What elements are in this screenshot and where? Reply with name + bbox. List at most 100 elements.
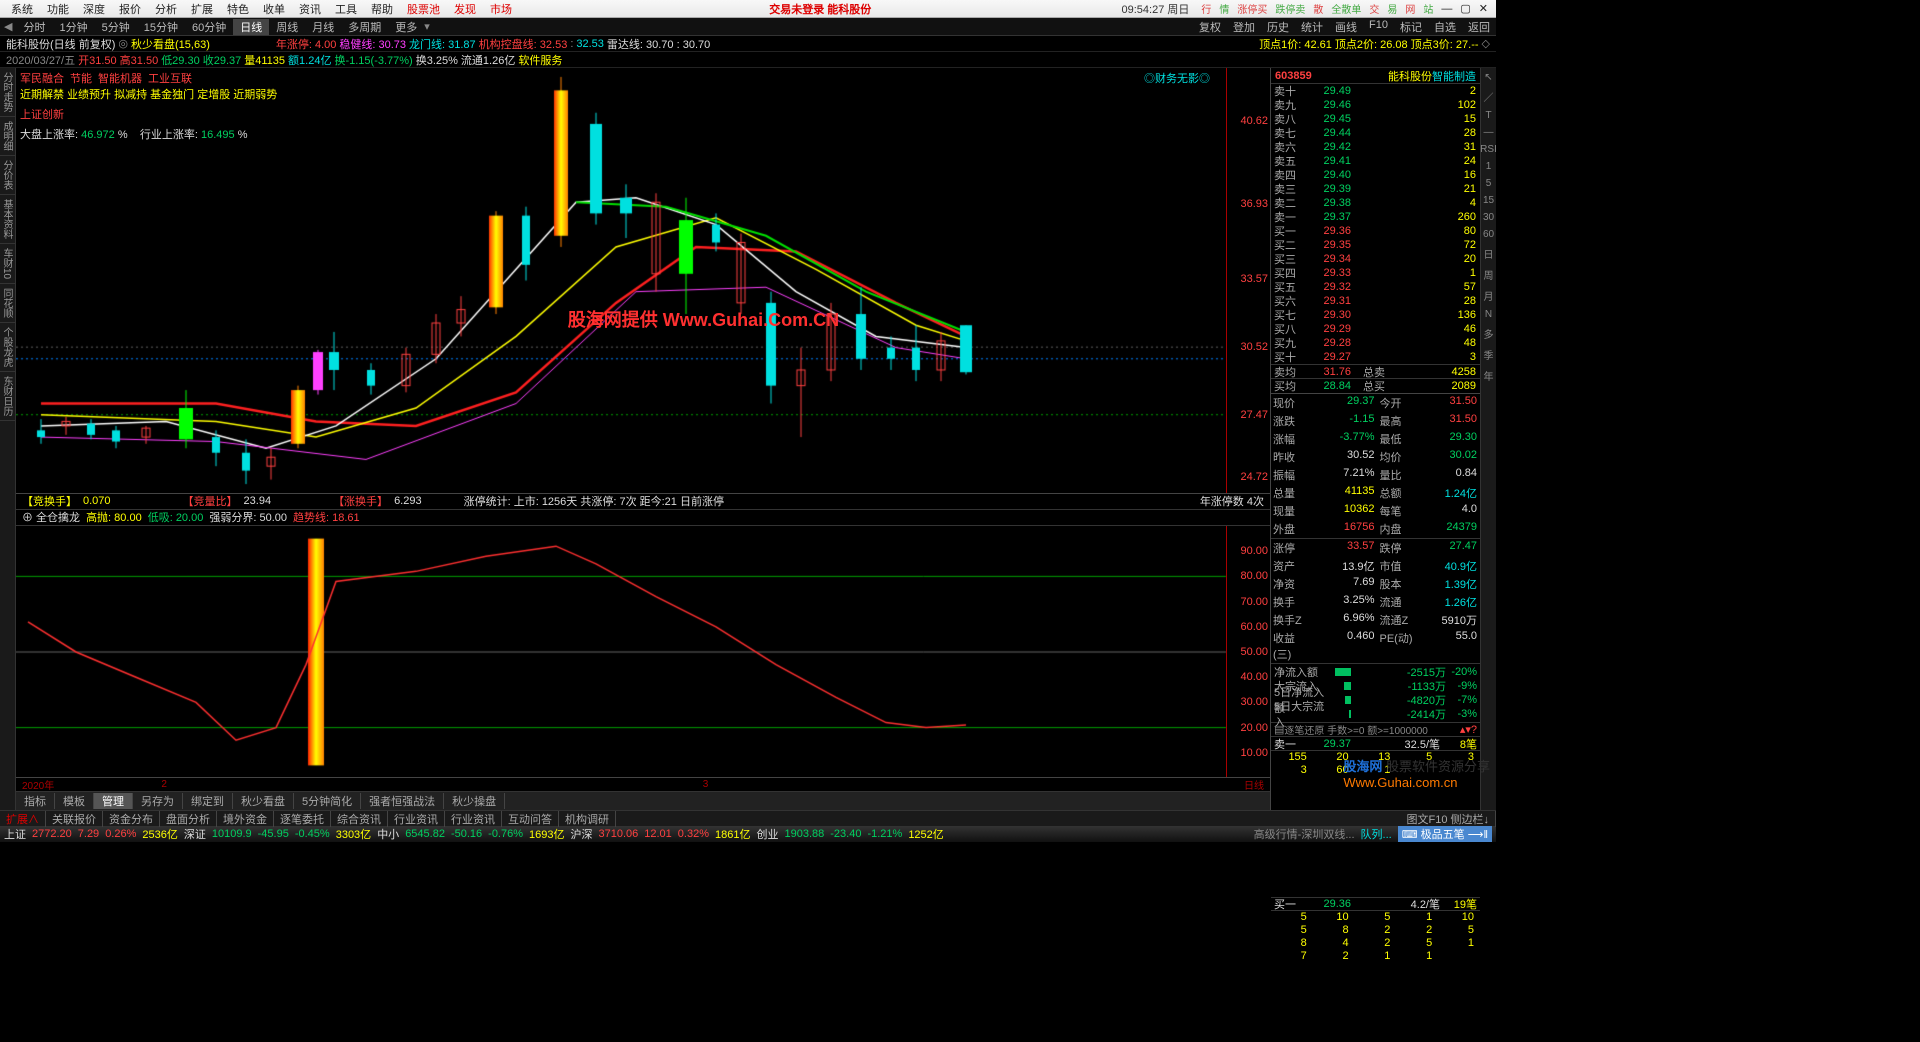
ask-row[interactable]: 卖八29.4515: [1271, 112, 1480, 126]
close-icon[interactable]: ✕: [1475, 2, 1492, 15]
topbtn-行[interactable]: 行: [1197, 1, 1215, 16]
bid-row[interactable]: 买十29.273: [1271, 350, 1480, 364]
bid-row[interactable]: 买七29.30136: [1271, 308, 1480, 322]
btab-盘面分析[interactable]: 盘面分析: [160, 811, 217, 827]
bid-row[interactable]: 买八29.2946: [1271, 322, 1480, 336]
tf-15分钟[interactable]: 15分钟: [137, 19, 185, 35]
tool-季[interactable]: 季: [1484, 347, 1494, 362]
tf-日线[interactable]: 日线: [233, 19, 269, 35]
tf-周线[interactable]: 周线: [269, 19, 305, 35]
leftnav-分时走势[interactable]: 分时走势: [0, 68, 15, 117]
rtab-画线[interactable]: 画线: [1329, 19, 1363, 35]
indicator-chart[interactable]: 10.0020.0030.0040.0050.0060.0070.0080.00…: [16, 526, 1270, 778]
ask-row[interactable]: 卖七29.4428: [1271, 126, 1480, 140]
tool-5[interactable]: 5: [1486, 178, 1492, 189]
tool-15[interactable]: 15: [1483, 195, 1494, 206]
leftnav-车财10[interactable]: 车财10: [0, 244, 15, 284]
tool-↖[interactable]: ↖: [1484, 72, 1492, 83]
menu-报价[interactable]: 报价: [112, 1, 148, 17]
tool-周[interactable]: 周: [1484, 267, 1494, 282]
tf-分时[interactable]: 分时: [16, 19, 52, 35]
rtab-返回[interactable]: 返回: [1462, 19, 1496, 35]
tool-—[interactable]: —: [1484, 127, 1494, 138]
tf-多周期[interactable]: 多周期: [341, 19, 388, 35]
bid-row[interactable]: 买二29.3572: [1271, 238, 1480, 252]
btab-机构调研[interactable]: 机构调研: [559, 811, 616, 827]
menu-收单[interactable]: 收单: [256, 1, 292, 17]
topbtn-情[interactable]: 情: [1215, 1, 1233, 16]
ask-row[interactable]: 卖九29.46102: [1271, 98, 1480, 112]
tool-1[interactable]: 1: [1486, 161, 1492, 172]
tool-年[interactable]: 年: [1484, 368, 1494, 383]
dropdown-icon[interactable]: ▾: [424, 20, 430, 33]
leftnav-基本资料[interactable]: 基本资料: [0, 195, 15, 244]
menu-资讯[interactable]: 资讯: [292, 1, 328, 17]
bid-row[interactable]: 买九29.2848: [1271, 336, 1480, 350]
leftnav-个股龙虎[interactable]: 个股龙虎: [0, 323, 15, 372]
rtab-标记[interactable]: 标记: [1394, 19, 1428, 35]
bid-row[interactable]: 买三29.3420: [1271, 252, 1480, 266]
rtab-历史[interactable]: 历史: [1261, 19, 1295, 35]
tool-N[interactable]: N: [1485, 309, 1492, 320]
topbtn-交[interactable]: 交: [1365, 1, 1383, 16]
tf-5分钟[interactable]: 5分钟: [95, 19, 137, 35]
menu-特色[interactable]: 特色: [220, 1, 256, 17]
topbtn-散[interactable]: 散: [1309, 1, 1327, 16]
ask-row[interactable]: 卖二29.384: [1271, 196, 1480, 210]
tab-另存为[interactable]: 另存为: [133, 793, 183, 809]
btab-境外资金[interactable]: 境外资金: [217, 811, 274, 827]
btab-资金分布[interactable]: 资金分布: [103, 811, 160, 827]
tool-60[interactable]: 60: [1483, 229, 1494, 240]
menu-市场[interactable]: 市场: [483, 1, 519, 17]
btab-行业资讯[interactable]: 行业资讯: [388, 811, 445, 827]
tf-月线[interactable]: 月线: [305, 19, 341, 35]
tool-T[interactable]: T: [1485, 110, 1491, 121]
btab-关联报价[interactable]: 关联报价: [46, 811, 103, 827]
menu-帮助[interactable]: 帮助: [364, 1, 400, 17]
bid-row[interactable]: 买五29.3257: [1271, 280, 1480, 294]
topbtn-网[interactable]: 网: [1401, 1, 1419, 16]
ask-row[interactable]: 卖三29.3921: [1271, 182, 1480, 196]
rtab-F10[interactable]: F10: [1363, 19, 1394, 35]
tab-5分钟简化[interactable]: 5分钟简化: [294, 793, 361, 809]
tab-绑定到[interactable]: 绑定到: [183, 793, 233, 809]
filter-icon[interactable]: ▤: [1274, 723, 1284, 736]
tf-60分钟[interactable]: 60分钟: [185, 19, 233, 35]
menu-工具[interactable]: 工具: [328, 1, 364, 17]
tool-多[interactable]: 多: [1484, 326, 1494, 341]
rtab-登加[interactable]: 登加: [1227, 19, 1261, 35]
btab-行业资讯[interactable]: 行业资讯: [445, 811, 502, 827]
menu-深度[interactable]: 深度: [76, 1, 112, 17]
tf-1分钟[interactable]: 1分钟: [52, 19, 94, 35]
bid-row[interactable]: 买一29.3680: [1271, 224, 1480, 238]
tool-日[interactable]: 日: [1484, 246, 1494, 261]
btab-互动问答[interactable]: 互动问答: [502, 811, 559, 827]
kline-chart[interactable]: 军民融合节能智能机器工业互联 近期解禁 业绩预升 拟减持 基金独门 定增股 近期…: [16, 68, 1270, 494]
rtab-复权[interactable]: 复权: [1193, 19, 1227, 35]
menu-分析[interactable]: 分析: [148, 1, 184, 17]
max-icon[interactable]: ▢: [1456, 2, 1474, 15]
tf-更多[interactable]: 更多: [388, 19, 424, 35]
topbtn-跌停卖[interactable]: 跌停卖: [1271, 1, 1309, 16]
topbtn-涨停买[interactable]: 涨停买: [1233, 1, 1271, 16]
ask-row[interactable]: 卖一29.37260: [1271, 210, 1480, 224]
menu-发现[interactable]: 发现: [447, 1, 483, 17]
rtab-自选[interactable]: 自选: [1428, 19, 1462, 35]
rtab-统计[interactable]: 统计: [1295, 19, 1329, 35]
topbtn-全散单[interactable]: 全散单: [1327, 1, 1365, 16]
tab-模板[interactable]: 模板: [55, 793, 94, 809]
ask-row[interactable]: 卖四29.4016: [1271, 168, 1480, 182]
tool-30[interactable]: 30: [1483, 212, 1494, 223]
back-icon[interactable]: ◀: [0, 20, 16, 33]
tab-强者恒强战法[interactable]: 强者恒强战法: [361, 793, 444, 809]
min-icon[interactable]: —: [1437, 3, 1456, 15]
ask-row[interactable]: 卖五29.4124: [1271, 154, 1480, 168]
leftnav-同花顺[interactable]: 同花顺: [0, 284, 15, 323]
tab-秋少看盘[interactable]: 秋少看盘: [233, 793, 294, 809]
btab-扩展∧[interactable]: 扩展∧: [0, 811, 46, 827]
topbtn-站[interactable]: 站: [1419, 1, 1437, 16]
bid-row[interactable]: 买四29.331: [1271, 266, 1480, 280]
leftnav-东财日历[interactable]: 东财日历: [0, 372, 15, 421]
tab-管理[interactable]: 管理: [94, 793, 133, 809]
tab-秋少操盘[interactable]: 秋少操盘: [444, 793, 505, 809]
